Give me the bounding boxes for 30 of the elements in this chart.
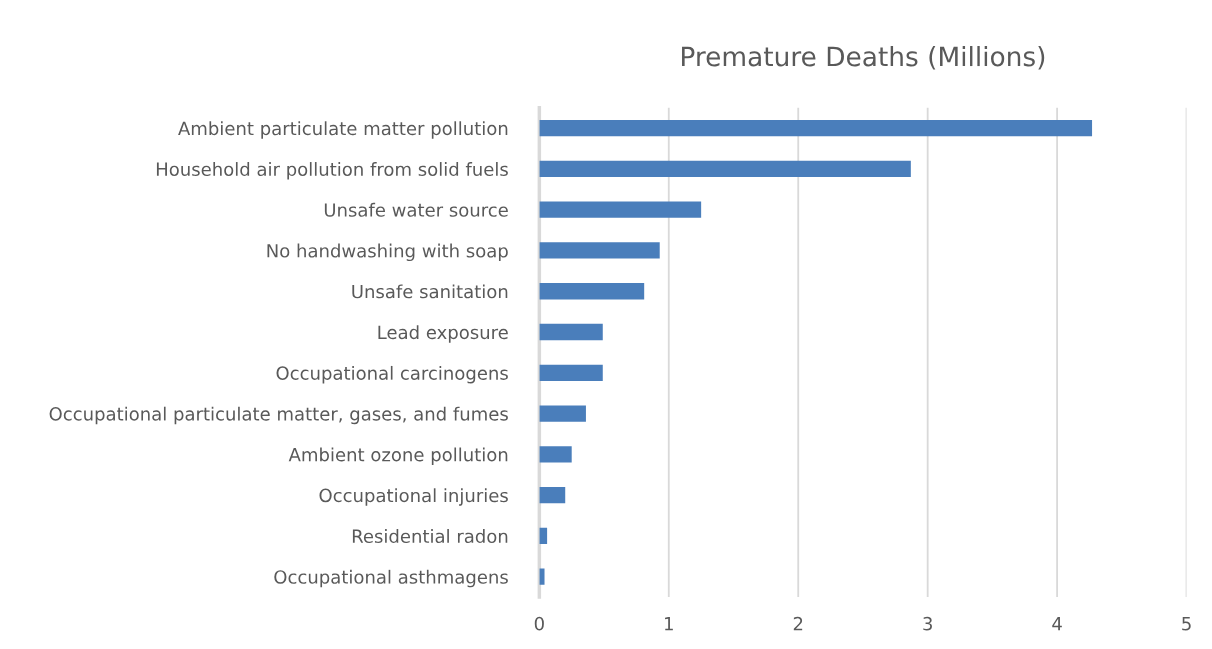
bar [539, 283, 645, 300]
y-tick-label: Unsafe sanitation [352, 284, 508, 299]
bar [539, 242, 660, 259]
x-tick-label: 4 [1052, 617, 1062, 631]
y-tick-label: Lead exposure [378, 325, 508, 343]
bar [539, 201, 702, 218]
bar [539, 323, 603, 341]
y-tick-label: Ambient ozone pollution [288, 447, 508, 465]
bar [539, 446, 572, 463]
x-tick-label: 1 [665, 617, 673, 631]
bar [539, 486, 566, 504]
y-tick-label: Occupational carcinogens [276, 365, 508, 384]
bar [539, 119, 1093, 137]
x-tick-label: 3 [923, 616, 932, 631]
bar [539, 568, 545, 585]
bar [539, 364, 603, 381]
y-tick-label: No handwashing with soap [267, 243, 508, 262]
bar [539, 405, 586, 422]
x-tick-label: 2 [793, 616, 803, 631]
y-tick-label: Unsafe water source [324, 202, 508, 217]
y-tick-label: Occupational asthmagens [274, 569, 508, 588]
x-tick-label: 0 [534, 616, 544, 631]
y-tick-label: Occupational injuries [319, 488, 508, 506]
y-tick-label: Household air pollution from solid fuels [156, 162, 508, 180]
x-tick-label: 5 [1182, 617, 1191, 631]
chart-title: Premature Deaths (Millions) [682, 46, 1045, 70]
y-tick-label: Residential radon [352, 529, 508, 544]
y-tick-label: Occupational particulate matter, gases, and fumes [49, 406, 508, 425]
y-tick-label: Ambient particulate matter pollution [178, 121, 508, 139]
bar [539, 160, 911, 178]
